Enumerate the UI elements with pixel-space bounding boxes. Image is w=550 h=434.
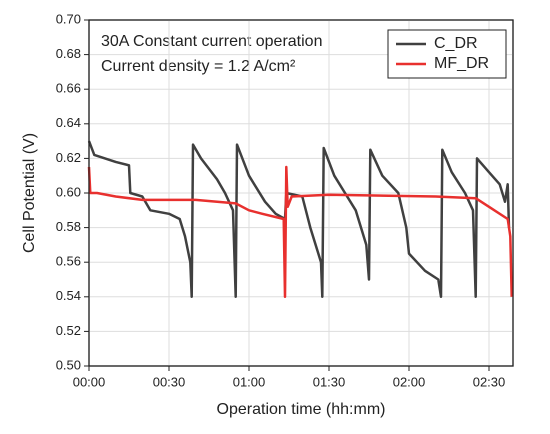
y-tick-label: 0.50 (56, 357, 81, 372)
plot-frame (88, 19, 514, 367)
y-tick-label: 0.60 (56, 184, 81, 199)
y-tick-label: 0.52 (56, 323, 81, 338)
annotation: Current density = 1.2 A/cm² (101, 58, 296, 75)
series-line (87, 140, 511, 299)
x-tick-label: 02:30 (473, 374, 506, 389)
y-tick-label: 0.54 (56, 288, 81, 303)
annotation: 30A Constant current operation (101, 33, 322, 50)
series-line (87, 165, 513, 299)
x-tick-label: 02:00 (393, 374, 426, 389)
x-tick-label: 00:00 (73, 374, 106, 389)
x-axis-label: Operation time (hh:mm) (217, 401, 386, 418)
x-tick-label: 01:00 (233, 374, 266, 389)
legend-label: C_DR (434, 35, 478, 52)
y-axis-label: Cell Potential (V) (21, 133, 38, 253)
y-tick-label: 0.58 (56, 219, 81, 234)
x-tick-label: 00:30 (153, 374, 186, 389)
legend-label: MF_DR (434, 55, 489, 72)
legend-box (387, 29, 507, 79)
y-tick-label: 0.68 (56, 46, 81, 61)
y-tick-label: 0.64 (56, 115, 81, 130)
y-tick-label: 0.56 (56, 254, 81, 269)
y-tick-label: 0.66 (56, 81, 81, 96)
x-tick-label: 01:30 (313, 374, 346, 389)
y-tick-label: 0.62 (56, 150, 81, 165)
y-tick-label: 0.70 (56, 11, 81, 26)
